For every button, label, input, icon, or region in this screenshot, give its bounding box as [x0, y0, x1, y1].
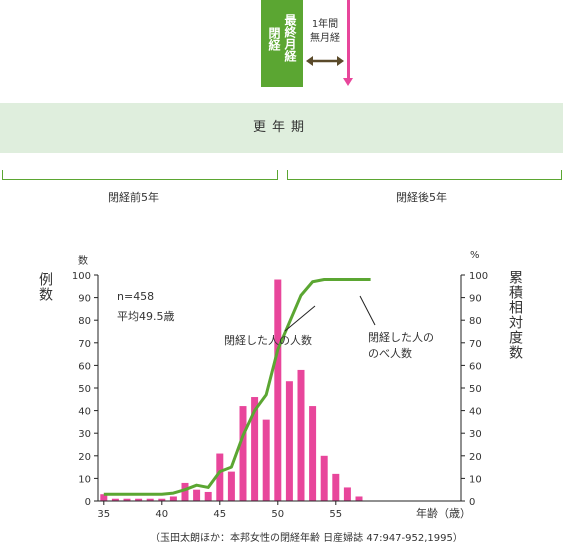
left-axis-unit: 数	[78, 256, 88, 267]
bar-42	[181, 482, 189, 501]
bar-50	[274, 279, 282, 501]
bar-45	[216, 453, 224, 501]
after-bracket	[287, 170, 562, 180]
left-tick-label-20: 20	[78, 452, 91, 463]
left-tick-label-60: 60	[78, 361, 91, 372]
bar-56	[343, 487, 351, 501]
bar-39	[146, 498, 154, 501]
menopause-marker-line	[347, 0, 350, 80]
right-tick-label-80: 80	[469, 316, 482, 327]
right-tick-label-90: 90	[469, 294, 482, 305]
bar-51	[285, 381, 293, 501]
right-tick-label-40: 40	[469, 407, 482, 418]
cumulative-annotation-line2: のべ人数	[368, 347, 412, 360]
cumulative-leader-line	[359, 295, 376, 326]
left-tick-label-70: 70	[78, 339, 91, 350]
right-tick-label-0: 0	[469, 497, 475, 508]
x-tick-label-50: 50	[271, 509, 284, 520]
bar-41	[169, 496, 177, 501]
x-axis-unit: 年齢（歳）	[416, 506, 471, 520]
left-tick-label-10: 10	[78, 474, 91, 485]
left-tick-label-80: 80	[78, 316, 91, 327]
n-label: n=458	[117, 290, 154, 303]
climacteric-band	[0, 103, 563, 153]
no-period-label-line1: 1年間	[311, 19, 339, 30]
no-period-label: 1年間 無月経	[306, 18, 344, 46]
right-tick-label-50: 50	[469, 384, 482, 395]
bar-49	[262, 419, 270, 501]
bar-35	[100, 494, 108, 501]
left-axis-title: 例数	[37, 272, 53, 302]
right-tick-label-70: 70	[469, 339, 482, 350]
bar-44	[204, 491, 212, 501]
left-tick-label-0: 0	[85, 497, 91, 508]
bar-52	[297, 369, 305, 501]
mean-label: 平均49.5歳	[117, 310, 175, 323]
right-tick-label-60: 60	[469, 361, 482, 372]
bars-leader-line	[284, 305, 316, 332]
x-tick-label-40: 40	[155, 509, 168, 520]
left-tick-label-50: 50	[78, 384, 91, 395]
bar-53	[309, 406, 317, 501]
cumulative-line	[103, 278, 371, 496]
bar-46	[227, 471, 235, 501]
before-label: 閉経前5年	[108, 191, 159, 204]
bar-57	[355, 496, 363, 501]
bar-54	[320, 455, 328, 501]
right-axis-unit: %	[470, 250, 480, 261]
x-tick-label-55: 55	[329, 509, 342, 520]
left-tick-label-40: 40	[78, 407, 91, 418]
right-tick-label-10: 10	[469, 474, 482, 485]
bar-38	[135, 498, 143, 501]
right-tick-label-30: 30	[469, 429, 482, 440]
bar-55	[332, 473, 340, 501]
final-period-box: 最終月経 閉経	[261, 0, 303, 87]
menopause-marker-arrow-icon	[343, 78, 353, 86]
right-tick-label-20: 20	[469, 452, 482, 463]
bar-37	[123, 498, 131, 501]
x-tick-label-35: 35	[97, 509, 110, 520]
double-arrow-icon	[306, 56, 344, 66]
final-period-label: 最終月経	[283, 14, 297, 62]
x-tick-label-45: 45	[213, 509, 226, 520]
bars-annotation: 閉経した人の人数	[224, 334, 312, 347]
left-tick-label-100: 100	[72, 271, 91, 282]
bar-43	[193, 489, 201, 501]
source-caption: （玉田太朗ほか：本邦女性の閉経年齢 日産婦誌 47:947-952,1995）	[150, 533, 463, 544]
right-axis-title: 累積相対度数	[507, 270, 523, 360]
cumulative-annotation-line1: 閉経した人の	[368, 331, 434, 344]
after-label: 閉経後5年	[396, 191, 447, 204]
left-tick-label-90: 90	[78, 294, 91, 305]
bar-47	[239, 406, 247, 501]
bar-36	[111, 498, 119, 501]
right-tick-label-100: 100	[469, 271, 488, 282]
bar-48	[251, 397, 259, 501]
bar-40	[158, 498, 166, 501]
before-bracket	[2, 170, 278, 180]
left-tick-label-30: 30	[78, 429, 91, 440]
no-period-label-line2: 無月経	[310, 33, 340, 44]
climacteric-label: 更年期	[252, 120, 310, 135]
menopause-label: 閉経	[267, 27, 281, 51]
